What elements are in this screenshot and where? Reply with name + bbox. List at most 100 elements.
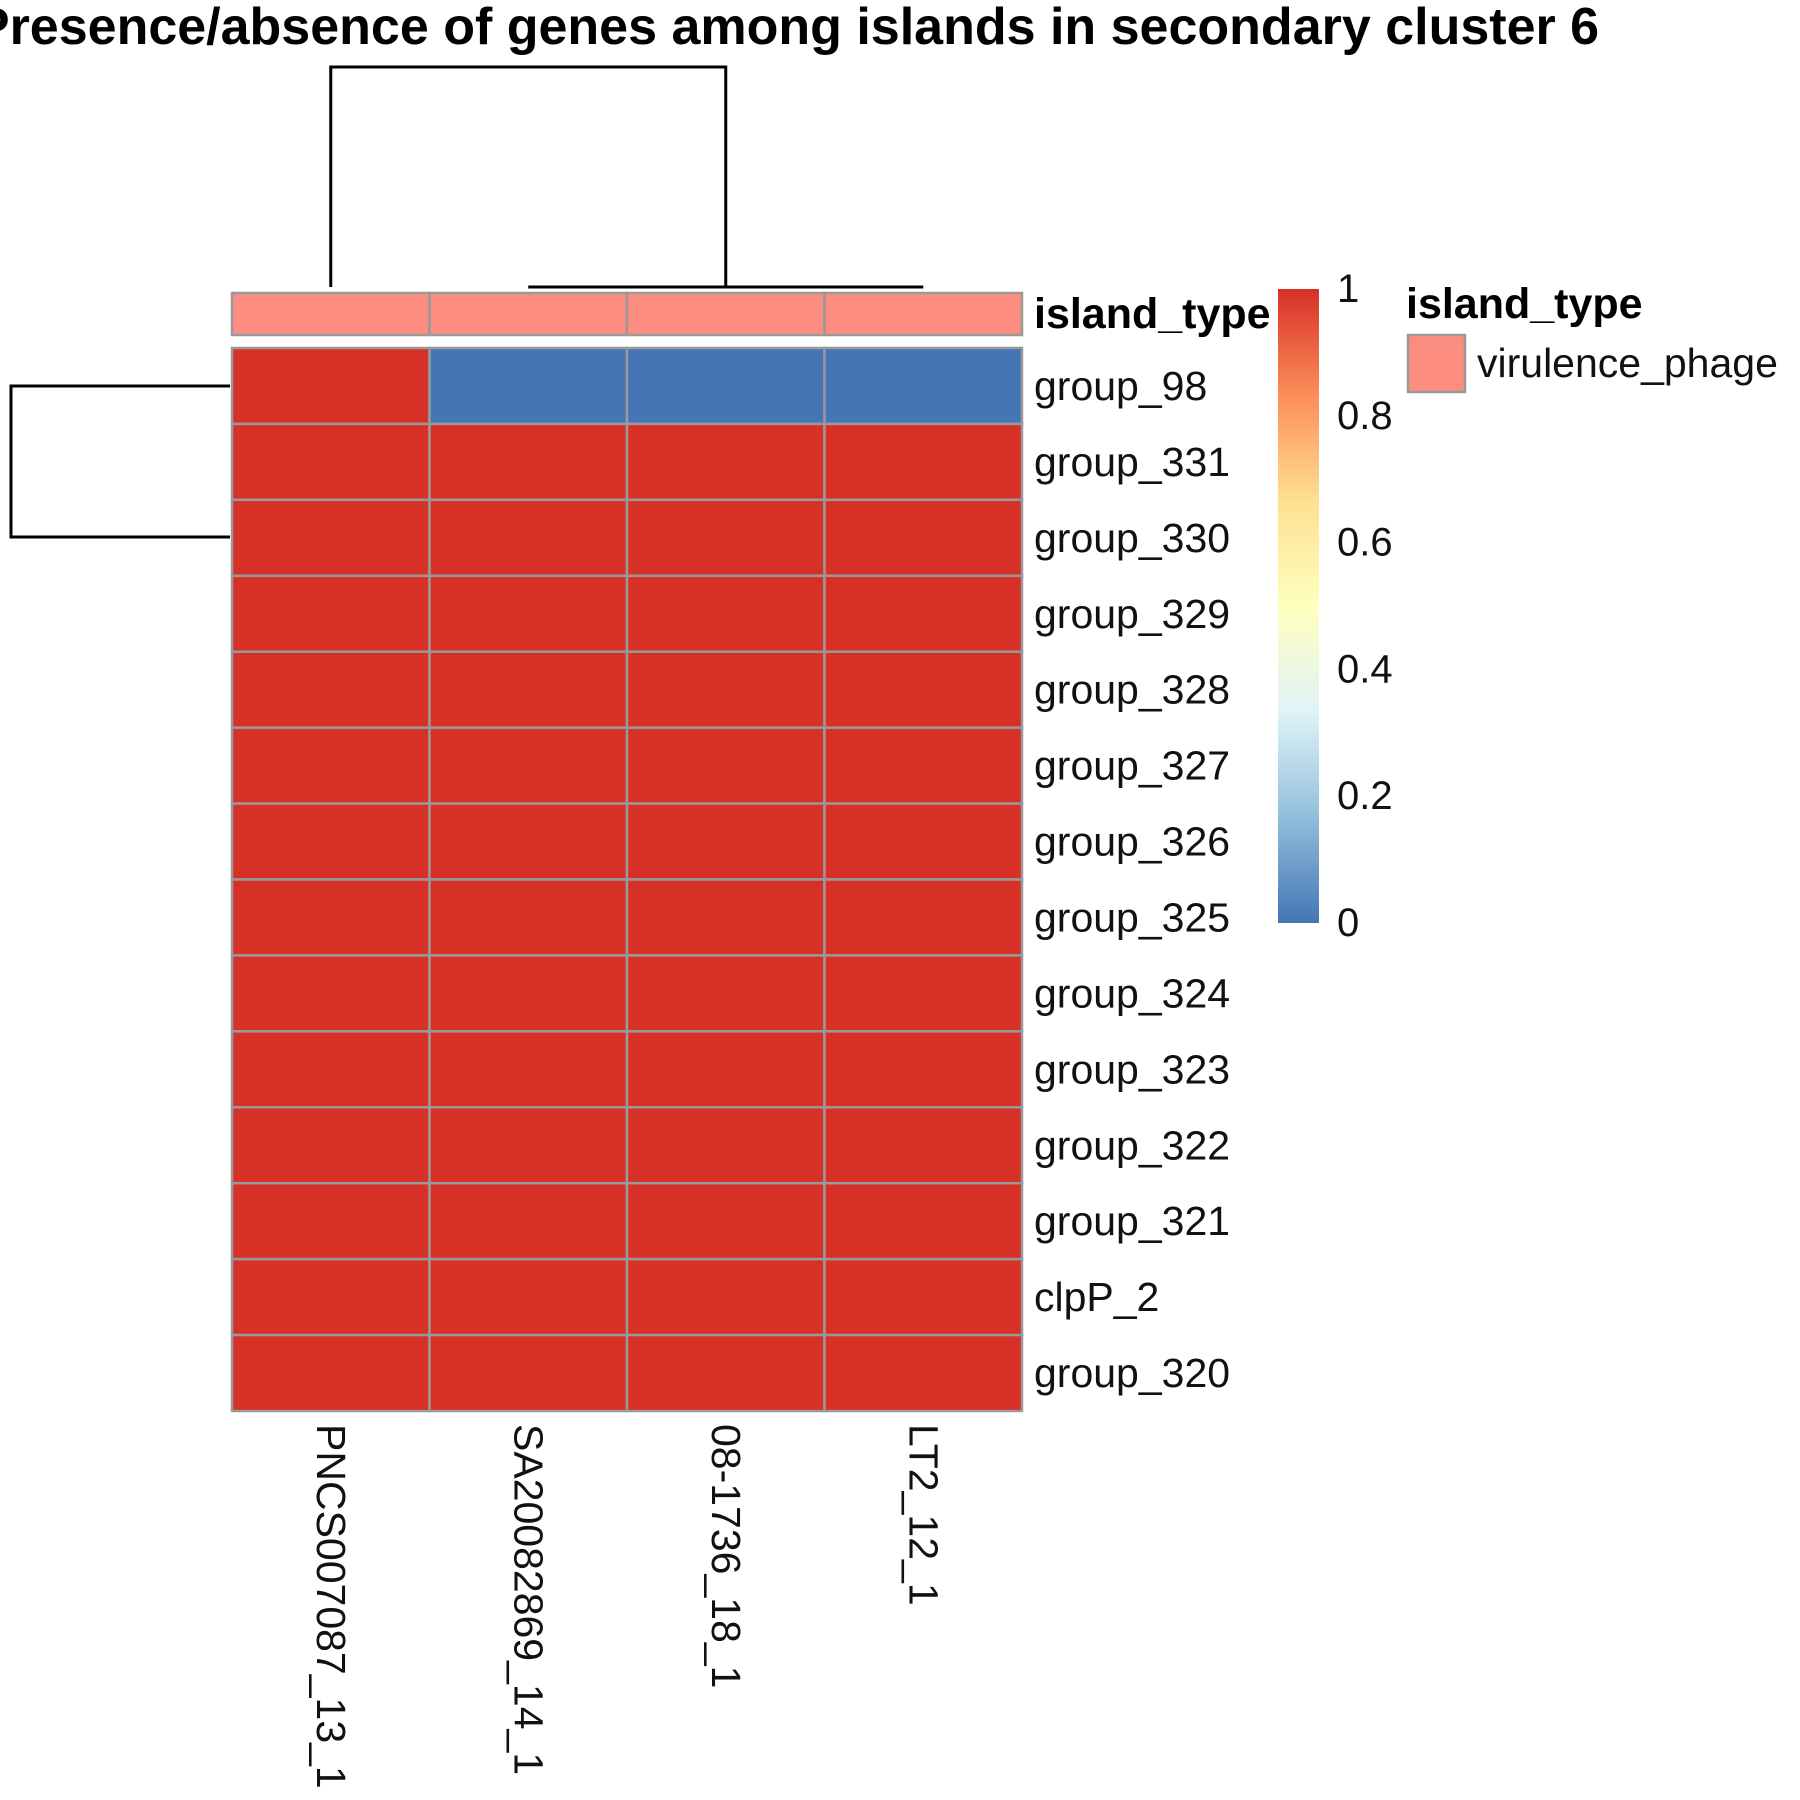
annotation-cell-lt2-12-1 bbox=[823, 291, 1024, 337]
heatmap-cell-group-323-lt2-12-1 bbox=[823, 1030, 1024, 1109]
row-label-group-325: group_325 bbox=[1034, 894, 1230, 940]
row-label-group-320: group_320 bbox=[1034, 1350, 1230, 1396]
row-label-group-326: group_326 bbox=[1034, 819, 1230, 865]
column-annotation-track bbox=[230, 291, 1024, 337]
heatmap-cell-group-324-pncs007087-13-1 bbox=[230, 954, 431, 1033]
column-dendrogram-branches bbox=[329, 65, 924, 289]
heatmap-cell-group-320-sa20082869-14-1 bbox=[428, 1333, 629, 1413]
heatmap-cell-group-98-pncs007087-13-1 bbox=[230, 346, 431, 426]
heatmap-cell-group-321-sa20082869-14-1 bbox=[428, 1181, 629, 1261]
color-scale-ticks: 1 0.8 0.6 0.4 0.2 0 bbox=[1337, 267, 1393, 945]
row-label-group-330: group_330 bbox=[1034, 515, 1230, 561]
heatmap-grid bbox=[230, 346, 1024, 1413]
heatmap-cell-clpp-2-pncs007087-13-1 bbox=[230, 1257, 431, 1337]
row-label-group-321: group_321 bbox=[1034, 1198, 1230, 1244]
row-label-group-331: group_331 bbox=[1034, 439, 1230, 485]
heatmap-cell-group-329-lt2-12-1 bbox=[823, 574, 1024, 653]
heatmap-cell-group-326-08-1736-18-1 bbox=[625, 802, 826, 881]
heatmap-cell-group-328-08-1736-18-1 bbox=[625, 650, 826, 729]
heatmap-cell-group-324-lt2-12-1 bbox=[823, 954, 1024, 1033]
heatmap-cell-group-327-sa20082869-14-1 bbox=[428, 726, 629, 805]
heatmap-cell-group-327-lt2-12-1 bbox=[823, 726, 1024, 805]
color-scale-tick-1: 1 bbox=[1337, 267, 1359, 311]
heatmap-cell-group-321-pncs007087-13-1 bbox=[230, 1181, 431, 1261]
heatmap-cell-group-320-lt2-12-1 bbox=[823, 1333, 1024, 1413]
row-dendrogram-branches bbox=[9, 384, 230, 539]
column-dendrogram bbox=[329, 65, 924, 289]
heatmap-cell-clpp-2-08-1736-18-1 bbox=[625, 1257, 826, 1337]
column-labels: PNCS007087_13_1 SA20082869_14_1 08-1736_18… bbox=[308, 1424, 947, 1789]
heatmap-cell-group-327-pncs007087-13-1 bbox=[230, 726, 431, 805]
row-label-group-329: group_329 bbox=[1034, 591, 1230, 637]
column-label-08-1736-18-1: 08-1736_18_1 bbox=[703, 1424, 749, 1688]
heatmap-cell-group-322-pncs007087-13-1 bbox=[230, 1106, 431, 1185]
annotation-legend: island_type virulence_phage bbox=[1406, 280, 1778, 394]
row-label-group-328: group_328 bbox=[1034, 667, 1230, 713]
heatmap-cell-group-325-lt2-12-1 bbox=[823, 878, 1024, 957]
heatmap-cell-group-330-sa20082869-14-1 bbox=[428, 498, 629, 578]
heatmap-cell-group-326-sa20082869-14-1 bbox=[428, 802, 629, 881]
annotation-cell-08-1736-18-1 bbox=[625, 291, 826, 337]
heatmap-cell-group-330-08-1736-18-1 bbox=[625, 498, 826, 578]
column-label-pncs007087-13-1: PNCS007087_13_1 bbox=[308, 1424, 354, 1789]
heatmap-cell-group-331-lt2-12-1 bbox=[823, 422, 1024, 502]
heatmap-cell-group-98-lt2-12-1 bbox=[823, 346, 1024, 426]
heatmap-cell-group-320-08-1736-18-1 bbox=[625, 1333, 826, 1413]
annotation-legend-title: island_type bbox=[1406, 280, 1643, 328]
heatmap-cell-group-98-sa20082869-14-1 bbox=[428, 346, 629, 426]
heatmap-cell-group-326-lt2-12-1 bbox=[823, 802, 1024, 881]
heatmap-cell-group-323-pncs007087-13-1 bbox=[230, 1030, 431, 1109]
heatmap-cell-group-331-pncs007087-13-1 bbox=[230, 422, 431, 502]
heatmap-cell-group-329-sa20082869-14-1 bbox=[428, 574, 629, 653]
chart-title: Presence/absence of genes among islands … bbox=[0, 0, 1599, 56]
heatmap-cell-group-322-lt2-12-1 bbox=[823, 1106, 1024, 1185]
heatmap-cell-group-322-08-1736-18-1 bbox=[625, 1106, 826, 1185]
row-dendrogram bbox=[9, 384, 230, 539]
color-scale-tick-0-8: 0.8 bbox=[1337, 394, 1393, 438]
heatmap-cell-clpp-2-lt2-12-1 bbox=[823, 1257, 1024, 1337]
heatmap-cell-group-98-08-1736-18-1 bbox=[625, 346, 826, 426]
annotation-track-label: island_type bbox=[1034, 290, 1271, 338]
legend-swatch-virulence-phage bbox=[1406, 333, 1467, 394]
color-scale-legend: 1 0.8 0.6 0.4 0.2 0 bbox=[1278, 267, 1393, 945]
row-label-group-322: group_322 bbox=[1034, 1122, 1230, 1168]
color-scale-bar bbox=[1278, 289, 1319, 923]
row-label-group-324: group_324 bbox=[1034, 970, 1230, 1016]
heatmap-cell-group-321-lt2-12-1 bbox=[823, 1181, 1024, 1261]
row-label-clpp-2: clpP_2 bbox=[1034, 1274, 1159, 1320]
heatmap-cell-group-331-sa20082869-14-1 bbox=[428, 422, 629, 502]
heatmap-cell-group-329-pncs007087-13-1 bbox=[230, 574, 431, 653]
heatmap-cell-group-330-lt2-12-1 bbox=[823, 498, 1024, 578]
heatmap-cell-group-325-08-1736-18-1 bbox=[625, 878, 826, 957]
heatmap-cell-group-323-08-1736-18-1 bbox=[625, 1030, 826, 1109]
heatmap-cell-clpp-2-sa20082869-14-1 bbox=[428, 1257, 629, 1337]
column-label-lt2-12-1: LT2_12_1 bbox=[900, 1424, 946, 1606]
heatmap-cell-group-325-pncs007087-13-1 bbox=[230, 878, 431, 957]
row-label-group-327: group_327 bbox=[1034, 743, 1230, 789]
heatmap-cell-group-323-sa20082869-14-1 bbox=[428, 1030, 629, 1109]
color-scale-tick-0-2: 0.2 bbox=[1337, 774, 1393, 818]
heatmap-cell-group-329-08-1736-18-1 bbox=[625, 574, 826, 653]
color-scale-tick-0: 0 bbox=[1337, 901, 1359, 945]
heatmap-cell-group-330-pncs007087-13-1 bbox=[230, 498, 431, 578]
annotation-cell-pncs007087-13-1 bbox=[230, 291, 431, 337]
heatmap-cell-group-320-pncs007087-13-1 bbox=[230, 1333, 431, 1413]
heatmap-cell-group-324-08-1736-18-1 bbox=[625, 954, 826, 1033]
heatmap-cell-group-328-pncs007087-13-1 bbox=[230, 650, 431, 729]
legend-label-virulence-phage: virulence_phage bbox=[1477, 340, 1778, 386]
heatmap-cell-group-325-sa20082869-14-1 bbox=[428, 878, 629, 957]
heatmap-cell-group-326-pncs007087-13-1 bbox=[230, 802, 431, 881]
heatmap-cell-group-328-sa20082869-14-1 bbox=[428, 650, 629, 729]
color-scale-tick-0-4: 0.4 bbox=[1337, 647, 1393, 691]
heatmap-cell-group-328-lt2-12-1 bbox=[823, 650, 1024, 729]
heatmap-cell-group-331-08-1736-18-1 bbox=[625, 422, 826, 502]
heatmap-cell-group-322-sa20082869-14-1 bbox=[428, 1106, 629, 1185]
heatmap-cell-group-327-08-1736-18-1 bbox=[625, 726, 826, 805]
column-label-sa20082869-14-1: SA20082869_14_1 bbox=[505, 1424, 551, 1775]
heatmap-cell-group-321-08-1736-18-1 bbox=[625, 1181, 826, 1261]
annotation-cell-sa20082869-14-1 bbox=[428, 291, 629, 337]
row-labels: group_98 group_331 group_330 group_329group… bbox=[1034, 363, 1230, 1396]
row-label-group-323: group_323 bbox=[1034, 1046, 1230, 1092]
heatmap-cell-group-324-sa20082869-14-1 bbox=[428, 954, 629, 1033]
